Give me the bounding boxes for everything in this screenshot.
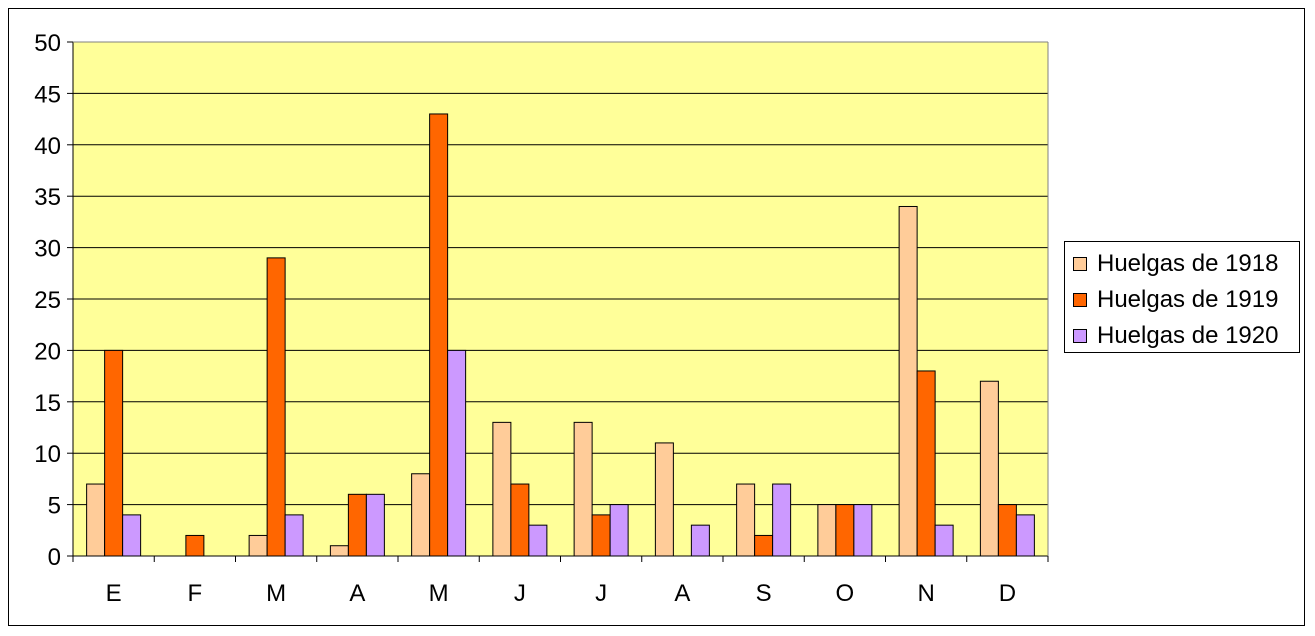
y-tick-label: 45 (34, 81, 61, 108)
bar-d-series-1 (979, 380, 999, 557)
bars (86, 113, 1035, 557)
legend-label-1919: Huelgas de 1919 (1097, 286, 1279, 313)
x-tick-label: J (595, 580, 607, 607)
legend-item-1919: Huelgas de 1919 (1073, 282, 1299, 318)
bar-e-series-3 (122, 514, 142, 557)
bar-j-series-3 (528, 524, 548, 557)
bar-n-series-1 (898, 205, 918, 557)
bar-a-series-1 (329, 545, 349, 557)
bar-d-series-2 (997, 504, 1017, 557)
legend-swatch-1918 (1073, 257, 1087, 271)
bar-o-series-1 (817, 504, 837, 557)
bar-e-series-1 (86, 483, 106, 557)
x-tick-label: F (188, 580, 203, 607)
y-tick-label: 15 (34, 390, 61, 417)
y-tick-label: 20 (34, 338, 61, 365)
y-tick-label: 40 (34, 133, 61, 160)
x-tick-label: S (756, 580, 772, 607)
bar-j-series-1 (573, 421, 593, 557)
legend-label-1918: Huelgas de 1918 (1097, 250, 1279, 277)
bar-m-series-3 (284, 514, 304, 557)
y-tick-label: 50 (34, 30, 61, 57)
bar-j-series-1 (492, 421, 512, 557)
y-axis-ticks: 0 5 10 15 20 25 30 35 40 45 50 (34, 30, 73, 571)
legend-label-1920: Huelgas de 1920 (1097, 322, 1279, 349)
bar-e-series-2 (104, 349, 124, 557)
legend: Huelgas de 1918 Huelgas de 1919 Huelgas … (1064, 241, 1300, 353)
bar-a-series-3 (365, 493, 385, 557)
bar-s-series-1 (736, 483, 756, 557)
y-tick-label: 30 (34, 236, 61, 263)
bar-a-series-3 (690, 524, 710, 557)
bar-a-series-2 (347, 493, 367, 557)
x-tick-label: M (266, 580, 286, 607)
x-tick-label: D (999, 580, 1016, 607)
bar-m-series-2 (266, 257, 286, 557)
y-tick-label: 25 (34, 287, 61, 314)
bar-m-series-1 (248, 534, 268, 557)
y-tick-label: 0 (48, 544, 61, 571)
bar-j-series-2 (591, 514, 611, 557)
x-tick-label: A (674, 580, 690, 607)
bar-j-series-3 (609, 504, 629, 557)
bar-n-series-3 (934, 524, 954, 557)
bar-j-series-2 (510, 483, 530, 557)
x-tick-label: O (836, 580, 855, 607)
bar-s-series-3 (772, 483, 792, 557)
y-tick-label: 5 (48, 493, 61, 520)
bar-a-series-1 (654, 442, 674, 557)
x-tick-label: J (514, 580, 526, 607)
x-tick-label: N (917, 580, 934, 607)
x-tick-label: E (106, 580, 122, 607)
y-tick-label: 10 (34, 441, 61, 468)
bar-m-series-2 (429, 113, 449, 557)
legend-item-1918: Huelgas de 1918 (1073, 246, 1299, 282)
y-tick-label: 35 (34, 184, 61, 211)
legend-swatch-1920 (1073, 329, 1087, 343)
bar-o-series-2 (835, 504, 855, 557)
x-tick-label: A (349, 580, 365, 607)
bar-d-series-3 (1015, 514, 1035, 557)
bar-f-series-2 (185, 534, 205, 557)
bar-o-series-3 (853, 504, 873, 557)
x-tick-label: M (429, 580, 449, 607)
bar-s-series-2 (754, 534, 774, 557)
bar-m-series-1 (411, 473, 431, 557)
legend-swatch-1919 (1073, 293, 1087, 307)
legend-item-1920: Huelgas de 1920 (1073, 318, 1299, 354)
bar-m-series-3 (447, 349, 467, 557)
bar-n-series-2 (916, 370, 936, 557)
